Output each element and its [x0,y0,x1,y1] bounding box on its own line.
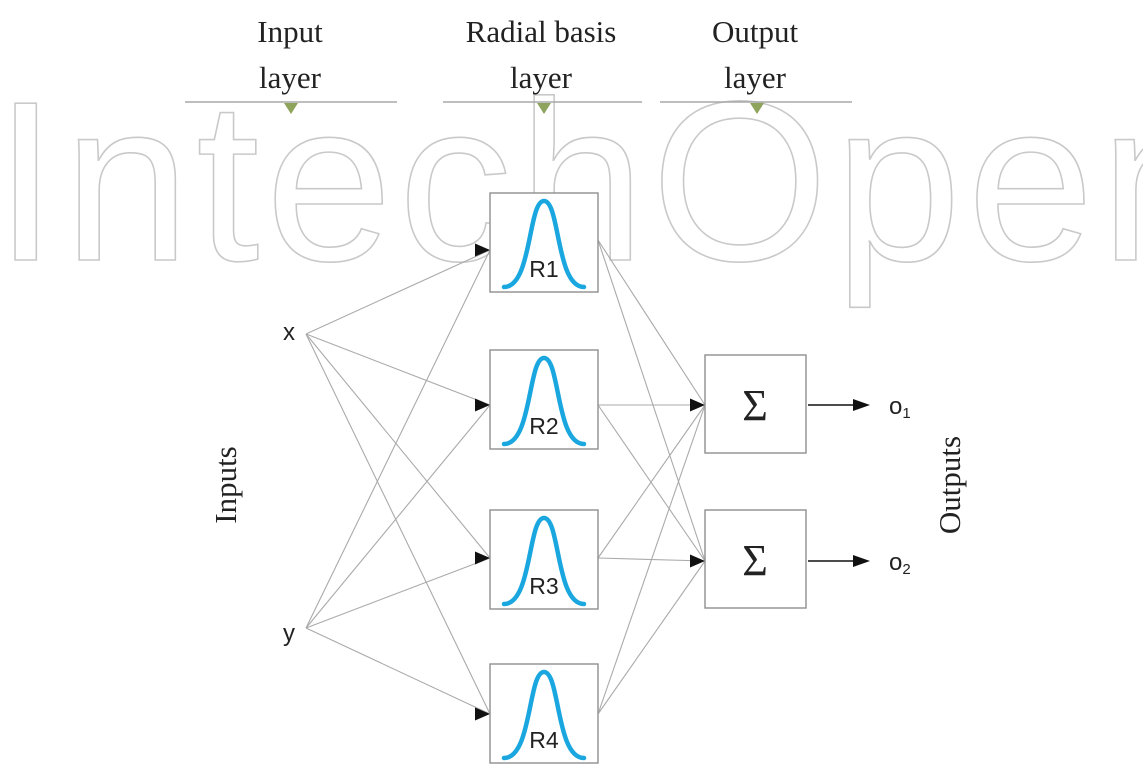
layer-header-input-marker [284,103,298,114]
layer-header-input-line2: layer [259,60,322,95]
edge-r2-s2 [597,404,706,562]
rbf-node-box [489,509,599,610]
arrowhead-r4 [475,707,490,721]
rbf-node-box [489,349,599,450]
arrowhead-r3 [475,551,490,565]
arrowhead-r2 [475,398,490,412]
edge-r3-s1 [597,404,706,559]
edge-x-r1 [305,249,491,335]
rbf-node-label: R3 [529,573,558,599]
rbf-node-r2: R2 [489,349,599,450]
output-symbol: o [889,549,902,576]
sigma-symbol: Σ [742,381,768,430]
edge-y-r4 [305,627,491,715]
layer-header-radial-line2: layer [510,60,573,95]
gaussian-curve-icon [501,669,587,761]
output-label-o2: o2 [889,549,911,578]
output-arrowhead-2 [853,555,870,567]
sum-node-box [704,509,807,609]
gaussian-curve-icon [501,198,587,290]
edge-x-r3 [305,333,491,559]
layer-header-output: Output layer [660,14,852,114]
arrowhead-s1 [690,398,705,412]
edge-y-r1 [305,249,491,629]
rbf-node-r3: R3 [489,509,599,610]
gaussian-curve-icon [501,355,587,447]
sum-node-box [704,354,807,454]
sum-node-1: Σ [704,354,807,454]
edge-x-r4 [305,333,491,715]
input-node-x: x [283,319,295,346]
edge-x-r2 [305,333,491,406]
edge-y-r2 [305,404,491,629]
edge-r1-s2 [597,239,706,562]
rbf-node-box [489,192,599,293]
edge-r1-s1 [597,239,706,406]
layer-header-radial: Radial basis layer [443,14,642,114]
edge-r4-s1 [597,404,706,715]
rbf-node-box [489,663,599,764]
edge-r4-s2 [597,560,706,715]
layer-header-output-marker [750,103,764,114]
output-label-o1: o1 [889,393,911,422]
outputs-side-label: Outputs [932,436,967,534]
input-node-y: y [283,620,295,647]
rbf-node-label: R1 [529,256,558,282]
output-symbol: o [889,393,902,420]
rbf-node-label: R4 [529,727,559,753]
layer-header-input-line1: Input [257,14,323,49]
sum-node-2: Σ [704,509,807,609]
output-subscript: 1 [902,405,910,422]
layer-header-output-line2: layer [724,60,787,95]
layer-header-radial-line1: Radial basis [466,14,617,49]
layer-header-output-line1: Output [712,14,799,49]
edge-y-r3 [305,557,491,629]
arrowhead-s2 [690,554,705,568]
layer-header-input: Input layer [185,14,397,114]
rbf-node-r1: R1 [489,192,599,293]
output-arrowhead-1 [853,399,870,411]
sigma-symbol: Σ [742,536,768,585]
layer-header-radial-marker [537,103,551,114]
arrowhead-r1 [475,243,490,257]
rbf-node-label: R2 [529,413,558,439]
gaussian-curve-icon [501,515,587,607]
output-subscript: 2 [902,561,910,578]
rbf-node-r4: R4 [489,663,599,764]
connections [305,239,706,721]
inputs-side-label: Inputs [208,446,243,524]
